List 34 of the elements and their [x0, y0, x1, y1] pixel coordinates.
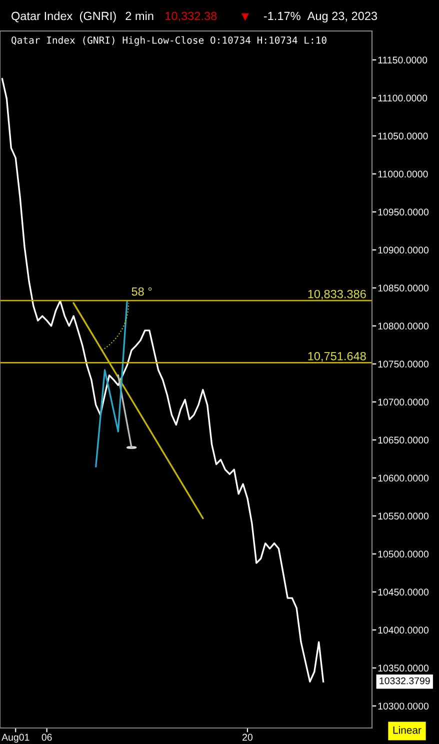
y-tick-label: 10700.0000: [378, 398, 429, 406]
text: ▼: [241, 13, 249, 21]
text: -1.17%: [264, 12, 300, 20]
text: 10332.3799: [380, 677, 430, 684]
y-tick-label: 10650.0000: [378, 436, 429, 444]
y-tick-label: 10450.0000: [378, 588, 429, 596]
y-tick-label: 11000.0000: [378, 170, 428, 178]
y-tick-label: 10850.0000: [378, 284, 429, 292]
line-series: [95, 300, 128, 468]
text: Aug 23, 2023: [307, 12, 378, 22]
chart-title: Qatar Index (GNRI): [12, 12, 116, 22]
y-tick-label: 10900.0000: [378, 246, 429, 254]
y-tick-label: 10950.0000: [378, 208, 429, 216]
y-tick-label: 10400.0000: [378, 626, 429, 634]
y-tick-label: 10300.0000: [378, 702, 429, 710]
ref-line-label: 10,833.386: [308, 290, 366, 300]
y-tick-label: 10750.0000: [378, 360, 429, 368]
text: 10,332.38: [166, 12, 217, 22]
ref-line-label: 10,751.648: [308, 352, 366, 362]
x-tick-label: 20: [242, 734, 253, 741]
y-tick-label: 11150.0000: [378, 56, 428, 64]
x-tick-label: Aug01: [2, 734, 30, 743]
text: Linear: [393, 726, 422, 734]
y-tick-label: 10500.0000: [378, 550, 429, 558]
x-tick-label: 06: [42, 734, 52, 741]
y-tick-label: 11100.0000: [378, 94, 428, 102]
y-tick-label: 10350.0000: [378, 664, 429, 672]
y-tick-label: 10550.0000: [378, 512, 429, 520]
annotation: 58 °: [132, 287, 152, 296]
text: 2 min: [126, 12, 154, 20]
y-tick-label: 11050.0000: [378, 132, 428, 140]
text: Qatar Index (GNRI) High-Low-Close O:10734 H:10734 L:10: [12, 36, 326, 46]
y-tick-label: 10600.0000: [378, 474, 429, 482]
y-tick-label: 10800.0000: [378, 322, 429, 330]
